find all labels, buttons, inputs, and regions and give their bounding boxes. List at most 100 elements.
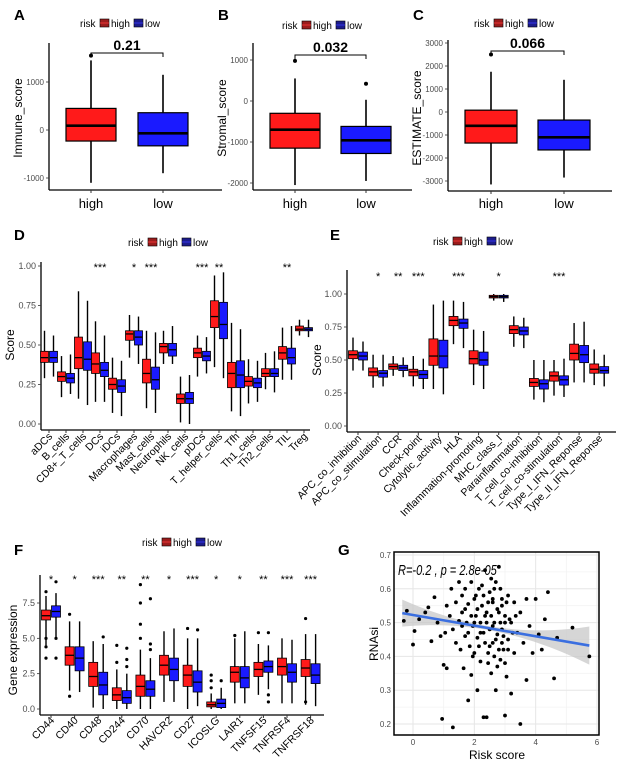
scatter-point bbox=[498, 620, 503, 625]
significance-stars: *** bbox=[452, 271, 466, 283]
box-low-tnfsf15-outlier bbox=[266, 631, 270, 635]
scatter-point bbox=[509, 691, 514, 696]
legend-title: risk bbox=[128, 238, 145, 249]
x-tick-label: high bbox=[79, 196, 104, 211]
box-high-neutrophils-box bbox=[159, 343, 168, 354]
y-tick-label: 0.25 bbox=[18, 380, 36, 390]
scatter-point bbox=[487, 644, 492, 649]
legend-label-high: high bbox=[464, 237, 483, 248]
scatter-point bbox=[480, 583, 484, 588]
scatter-point bbox=[492, 586, 497, 591]
y-tick-label: 0.4 bbox=[380, 652, 392, 661]
box-high-icoslg-outlier bbox=[209, 679, 213, 683]
y-tick-label: 1.00 bbox=[324, 289, 342, 299]
scatter-point bbox=[570, 625, 575, 630]
box-high-check-point-box bbox=[408, 368, 419, 377]
scatter-point bbox=[501, 647, 506, 652]
scatter-point bbox=[539, 647, 544, 652]
y-axis-title: RNAsi bbox=[367, 627, 381, 661]
scatter-point bbox=[472, 651, 477, 655]
scatter-point bbox=[500, 603, 504, 608]
y-tick-label: 0 bbox=[40, 126, 45, 135]
box-high-cd44-box bbox=[41, 609, 51, 621]
box-low-cd27-outlier bbox=[196, 628, 200, 632]
box-low-nk-cells-box bbox=[185, 391, 194, 404]
scatter-point bbox=[484, 620, 489, 625]
box-high-cd70-outlier bbox=[138, 636, 142, 640]
legend-title: risk bbox=[433, 237, 450, 248]
scatter-point bbox=[489, 671, 494, 676]
scatter-point bbox=[412, 629, 417, 633]
x-tick-label: low bbox=[554, 196, 574, 211]
significance-stars: *** bbox=[92, 574, 106, 586]
box-low-type-i-ifn-reponse-box bbox=[579, 345, 589, 364]
scatter-point bbox=[552, 676, 556, 681]
box-low-type-ii-ifn-reponse-box bbox=[599, 366, 610, 374]
box-low-cd44-outlier bbox=[54, 636, 58, 640]
legend-label-low: low bbox=[207, 538, 223, 549]
scatter-point bbox=[454, 640, 458, 645]
box-low-cd8-t-cells-box bbox=[83, 341, 92, 371]
scatter-point bbox=[435, 620, 440, 625]
scatter-point bbox=[466, 698, 471, 703]
significance-stars: *** bbox=[186, 574, 200, 586]
box-low-cd44-outlier bbox=[54, 580, 58, 584]
scatter-point bbox=[500, 640, 504, 645]
significance-bracket bbox=[490, 50, 565, 55]
scatter-point bbox=[495, 607, 500, 611]
scatter-point bbox=[440, 717, 445, 721]
box-low-cd244-outlier bbox=[125, 646, 129, 650]
box-high-hla-box bbox=[448, 316, 459, 327]
significance-stars: * bbox=[497, 271, 502, 283]
box-low-cd244-outlier bbox=[125, 657, 129, 662]
scatter-point bbox=[492, 620, 497, 625]
scatter-point bbox=[498, 586, 503, 591]
scatter-point bbox=[506, 593, 510, 598]
scatter-point bbox=[495, 632, 500, 637]
scatter-point bbox=[513, 613, 518, 618]
significance-stars: ** bbox=[259, 574, 268, 586]
scatter-point bbox=[518, 610, 523, 615]
scatter-point bbox=[458, 647, 463, 652]
box-high-macrophages-box bbox=[125, 330, 134, 341]
scatter-point bbox=[450, 627, 455, 632]
box-low-mast-cells-box bbox=[151, 366, 160, 390]
y-tick-label: 0.0 bbox=[22, 704, 35, 714]
scatter-point bbox=[444, 603, 449, 608]
scatter-point bbox=[496, 647, 501, 652]
box-high-adcs-box bbox=[40, 350, 49, 363]
y-tick-label: 0.00 bbox=[324, 421, 342, 431]
scatter-point bbox=[490, 597, 495, 601]
panel-letter: A bbox=[14, 7, 25, 24]
legend-title: risk bbox=[142, 538, 159, 549]
scatter-point bbox=[432, 595, 437, 600]
scatter-point bbox=[481, 630, 486, 635]
scatter-point bbox=[469, 580, 474, 584]
box-high-cd8-t-cells-box bbox=[74, 336, 83, 370]
legend-title: risk bbox=[80, 19, 97, 30]
y-axis-title: Gene expression bbox=[6, 605, 20, 696]
box-low-t-helper-cells-box bbox=[219, 301, 228, 340]
significance-stars: *** bbox=[281, 574, 295, 586]
box-high-cd70-outlier bbox=[138, 583, 142, 587]
box-high-tnfrsf18-outlier bbox=[304, 616, 308, 621]
scatter-point bbox=[470, 654, 475, 659]
significance-stars: * bbox=[49, 574, 54, 586]
box-high-cd27-outlier bbox=[186, 626, 190, 631]
scatter-point bbox=[518, 722, 523, 726]
y-axis-title: Score bbox=[310, 344, 324, 376]
box-high-icoslg-outlier bbox=[209, 673, 213, 677]
y-tick-label: 1000 bbox=[425, 85, 443, 94]
box-low-adcs-box bbox=[49, 350, 58, 363]
scatter-point bbox=[542, 617, 547, 622]
legend-label-low: low bbox=[539, 19, 555, 30]
panel-g: 0 2 4 6 0.2 0.3 0.4 0.5 0.6 0.7 Risk score RNAsi R=-… bbox=[338, 542, 600, 762]
scatter-point bbox=[509, 620, 514, 625]
scatter-point bbox=[490, 600, 495, 605]
scatter-point bbox=[466, 630, 471, 635]
box-high-dcs-box bbox=[91, 352, 100, 374]
y-tick-label: -2000 bbox=[228, 179, 249, 188]
scatter-point bbox=[472, 597, 477, 601]
box-low-cd44-outlier bbox=[54, 656, 58, 660]
